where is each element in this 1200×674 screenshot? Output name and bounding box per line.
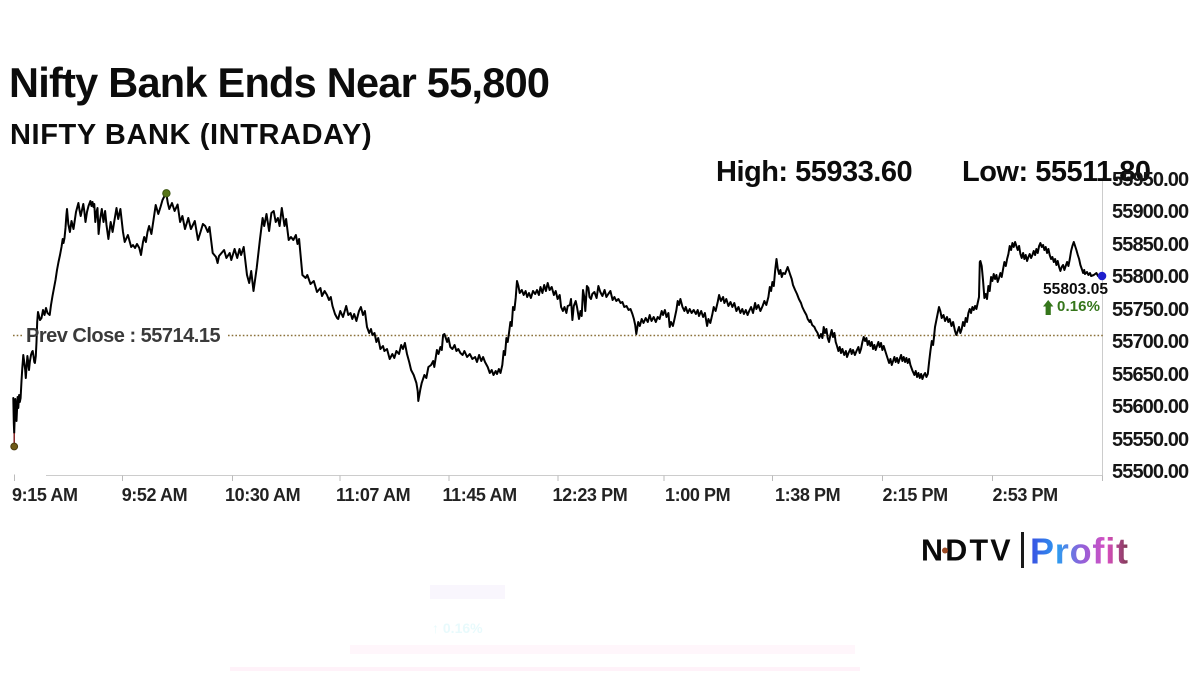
svg-text:Profit: Profit: [1030, 531, 1129, 572]
svg-text:NDTV: NDTV: [921, 534, 1013, 568]
